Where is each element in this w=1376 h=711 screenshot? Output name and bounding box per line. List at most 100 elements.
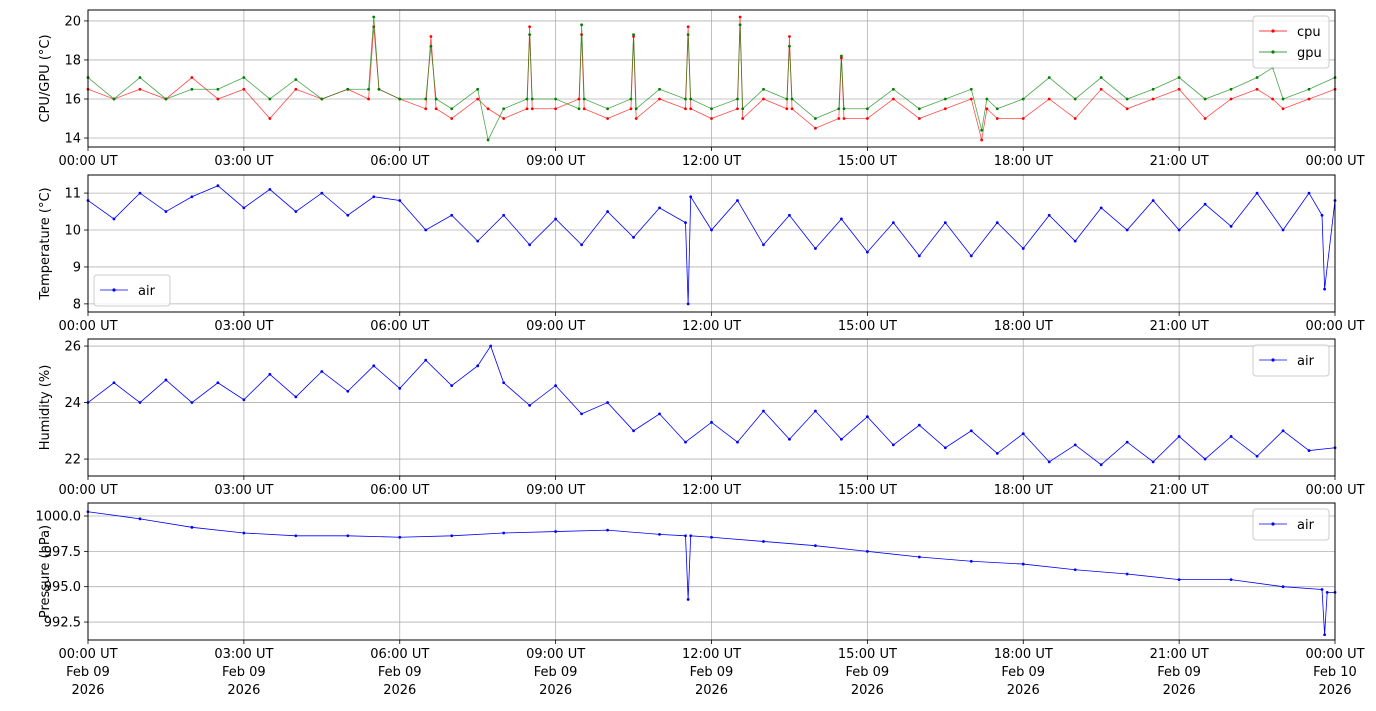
- data-point: [917, 555, 921, 559]
- x-tick-label: 09:00 UT: [526, 154, 585, 169]
- data-point: [969, 254, 973, 258]
- data-point: [554, 107, 558, 111]
- data-point: [969, 429, 973, 433]
- data-point: [476, 97, 480, 101]
- data-point: [814, 117, 817, 120]
- data-point: [502, 531, 506, 535]
- data-point: [1047, 213, 1051, 217]
- data-point: [658, 532, 661, 536]
- data-point: [216, 87, 220, 91]
- data-point: [969, 87, 973, 91]
- legend-label-air: air: [1297, 354, 1315, 369]
- data-point: [367, 97, 370, 101]
- data-point: [216, 381, 220, 385]
- x-tick-date: Feb 09: [222, 665, 266, 680]
- data-point: [980, 138, 984, 142]
- y-tick-label: 20: [64, 14, 81, 29]
- data-point: [943, 107, 947, 111]
- x-tick-year: 2026: [1007, 683, 1040, 698]
- data-point: [434, 107, 438, 111]
- data-point: [294, 395, 298, 399]
- data-point: [710, 228, 713, 232]
- data-point: [372, 195, 376, 199]
- data-point: [1323, 633, 1327, 637]
- data-point: [502, 117, 506, 120]
- y-axis-label: Temperature (°C): [38, 187, 53, 300]
- data-point: [554, 384, 558, 388]
- data-point: [738, 23, 742, 27]
- data-point: [525, 107, 529, 111]
- data-point: [476, 239, 480, 243]
- y-tick-label: 11: [64, 187, 81, 202]
- legend: cpu gpu: [1252, 15, 1330, 69]
- data-point: [865, 107, 869, 111]
- data-point: [943, 97, 947, 101]
- data-point: [268, 117, 272, 120]
- data-point: [837, 117, 841, 120]
- legend-label-cpu: cpu: [1297, 25, 1321, 40]
- data-point: [528, 25, 532, 29]
- data-point: [1229, 578, 1233, 582]
- x-tick-label: 06:00 UT: [370, 154, 429, 169]
- data-point: [686, 25, 690, 29]
- data-point: [788, 44, 791, 48]
- data-point: [294, 210, 298, 213]
- data-point: [917, 254, 921, 258]
- x-tick-label: 00:00 UT: [1305, 319, 1364, 334]
- data-point: [837, 107, 841, 111]
- subplot-3: 00:00 UT 03:00 UT 06:00 UT 09:00 UT 12:00 UT…: [38, 338, 1365, 498]
- data-point: [1203, 97, 1207, 101]
- x-tick-year: 2026: [227, 683, 260, 698]
- data-point: [762, 243, 765, 247]
- x-tick-label: 15:00 UT: [838, 319, 897, 334]
- data-point: [1229, 435, 1233, 438]
- data-point: [1099, 463, 1103, 467]
- data-point: [710, 535, 713, 539]
- data-point: [1177, 76, 1181, 79]
- data-point: [424, 358, 428, 362]
- data-point: [476, 364, 480, 368]
- data-point: [377, 87, 381, 91]
- axes-frame: [87, 174, 1336, 313]
- data-point: [842, 107, 846, 111]
- data-point: [372, 15, 376, 19]
- data-point: [434, 97, 438, 101]
- data-point: [1099, 87, 1103, 91]
- data-point: [684, 440, 687, 444]
- y-tick-label: 16: [64, 92, 81, 107]
- data-point: [632, 33, 635, 36]
- data-point: [632, 236, 635, 239]
- series-gpu: [86, 15, 1337, 142]
- data-point: [632, 429, 635, 433]
- data-point: [320, 191, 324, 195]
- data-point: [398, 387, 402, 390]
- x-tick-label: 09:00 UT: [526, 647, 585, 662]
- data-point: [842, 117, 846, 120]
- data-point: [450, 117, 454, 120]
- data-point: [891, 221, 895, 225]
- y-tick-label: 997.5: [44, 545, 81, 560]
- data-point: [762, 409, 765, 413]
- data-point: [424, 107, 428, 111]
- data-point: [346, 87, 350, 91]
- data-point: [138, 517, 142, 521]
- data-point: [1021, 97, 1025, 101]
- data-point: [762, 87, 765, 91]
- x-tick-label: 00:00 UT: [58, 647, 117, 662]
- x-tick-label: 06:00 UT: [370, 647, 429, 662]
- data-point: [969, 97, 973, 101]
- data-point: [216, 184, 220, 188]
- x-tick-label: 00:00 UT: [1305, 647, 1364, 662]
- data-point: [995, 107, 999, 111]
- data-point: [839, 437, 843, 441]
- data-point: [530, 107, 534, 111]
- data-point: [686, 598, 690, 601]
- data-point: [689, 97, 693, 101]
- data-point: [112, 217, 116, 221]
- series-air: [86, 184, 1337, 306]
- x-tick-label: 12:00 UT: [682, 647, 741, 662]
- x-tick-label: 21:00 UT: [1150, 483, 1209, 498]
- x-tick-date: Feb 09: [66, 665, 110, 680]
- data-point: [738, 15, 742, 19]
- data-point: [943, 221, 947, 225]
